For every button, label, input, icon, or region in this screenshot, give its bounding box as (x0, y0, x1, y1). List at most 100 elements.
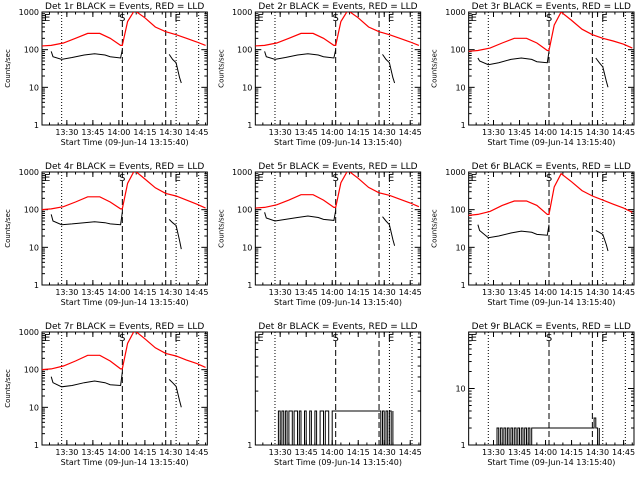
x-tick-label: 14:00 (534, 448, 557, 457)
y-axis-label: Counts/sec (4, 209, 12, 248)
x-tick-label: 14:45 (185, 288, 208, 297)
x-tick-label: 14:30 (586, 448, 609, 457)
y-tick-label: 100 (237, 46, 252, 55)
marker-label: E (388, 333, 394, 344)
y-tick-label: 1 (34, 441, 39, 450)
x-tick-label: 14:30 (373, 128, 396, 137)
marker-label: E (471, 333, 477, 344)
x-tick-label: 14:30 (373, 448, 396, 457)
marker-label: E (601, 13, 607, 24)
x-tick-label: 14:45 (612, 448, 635, 457)
y-tick-label: 100 (237, 206, 252, 215)
chart-title: Det 4r BLACK = Events, RED = LLD (45, 162, 204, 172)
x-tick-label: 14:15 (133, 288, 156, 297)
y-tick-label: 1000 (19, 8, 39, 17)
marker-label: S (333, 173, 339, 184)
plot-frame (468, 171, 635, 286)
x-tick-label: 14:30 (373, 288, 396, 297)
events-series-line (496, 417, 600, 445)
plot-frame (41, 331, 208, 446)
y-tick-label: 1 (461, 281, 466, 290)
x-axis-label: Start Time (09-Jun-14 13:15:40) (61, 458, 189, 467)
x-tick-label: 14:30 (159, 448, 182, 457)
marker-label: S (546, 333, 552, 344)
x-tick-label: 13:30 (482, 448, 505, 457)
x-tick-label: 14:45 (185, 128, 208, 137)
marker-label: E (388, 173, 394, 184)
marker-label: S (119, 333, 125, 344)
chart-title: Det 8r BLACK = Events, RED = LLD (258, 322, 417, 332)
panel-det-6: Det 6r BLACK = Events, RED = LLD 1 10 100 10… (431, 162, 635, 307)
marker-label: S (333, 13, 339, 24)
x-tick-label: 14:15 (133, 448, 156, 457)
y-tick-label: 1000 (19, 168, 39, 177)
x-tick-label: 14:00 (534, 288, 557, 297)
x-tick-label: 13:30 (482, 288, 505, 297)
x-tick-label: 14:15 (560, 288, 583, 297)
x-axis-label: Start Time (09-Jun-14 13:15:40) (274, 298, 402, 307)
marker-label: E (601, 333, 607, 344)
events-series-line (50, 49, 182, 84)
plot-frame (468, 11, 635, 126)
y-tick-label: 10 (29, 403, 39, 412)
marker-label: S (546, 173, 552, 184)
lld-series-line (468, 172, 633, 216)
x-tick-label: 13:45 (295, 288, 318, 297)
x-axis-label: Start Time (09-Jun-14 13:15:40) (274, 138, 402, 147)
y-axis-label: Counts/sec (4, 49, 12, 88)
plot-frame (254, 171, 422, 286)
x-axis-label: Start Time (09-Jun-14 13:15:40) (487, 298, 615, 307)
x-tick-label: 13:45 (508, 448, 531, 457)
x-tick-label: 14:00 (107, 288, 130, 297)
marker-label: E (601, 173, 607, 184)
marker-label: E (175, 333, 181, 344)
x-tick-label: 14:00 (321, 448, 344, 457)
x-tick-label: 13:30 (55, 448, 78, 457)
y-tick-label: 1000 (19, 328, 39, 337)
marker-label: E (257, 333, 263, 344)
x-tick-label: 14:30 (586, 288, 609, 297)
x-tick-label: 14:15 (133, 128, 156, 137)
plot-frame (254, 11, 422, 126)
y-axis-label: Counts/sec (217, 49, 225, 88)
marker-label: S (119, 13, 125, 24)
y-tick-label: 10 (242, 243, 252, 252)
panel-det-4: Det 4r BLACK = Events, RED = LLD 1 10 100 10… (4, 162, 208, 307)
x-tick-label: 13:45 (508, 128, 531, 137)
marker-label: E (175, 13, 181, 24)
x-tick-label: 14:00 (107, 128, 130, 137)
y-tick-label: 1 (461, 441, 466, 450)
marker-label: S (333, 333, 339, 344)
x-tick-label: 14:15 (347, 288, 370, 297)
x-axis-label: Start Time (09-Jun-14 13:15:40) (487, 138, 615, 147)
marker-label: S (546, 13, 552, 24)
y-tick-label: 10 (29, 83, 39, 92)
x-axis-label: Start Time (09-Jun-14 13:15:40) (487, 458, 615, 467)
marker-label: E (44, 13, 50, 24)
marker-label: E (175, 173, 181, 184)
x-tick-label: 13:45 (81, 448, 104, 457)
panel-det-7: Det 7r BLACK = Events, RED = LLD 1 10 100 10… (4, 322, 208, 467)
y-tick-label: 10 (29, 243, 39, 252)
y-tick-label: 10 (455, 385, 465, 394)
lld-series-line (468, 12, 633, 52)
lld-series-line (255, 172, 420, 209)
x-tick-label: 14:00 (321, 288, 344, 297)
y-tick-label: 1 (247, 281, 252, 290)
lld-series-line (42, 172, 206, 211)
y-tick-label: 1 (461, 121, 466, 130)
y-tick-label: 10 (455, 83, 465, 92)
lld-series-line (42, 332, 206, 371)
chart-title: Det 1r BLACK = Events, RED = LLD (45, 2, 204, 12)
chart-title: Det 3r BLACK = Events, RED = LLD (472, 2, 631, 12)
panel-det-3: Det 3r BLACK = Events, RED = LLD 1 10 100 10… (431, 2, 635, 147)
x-tick-label: 14:45 (399, 128, 422, 137)
chart-title: Det 2r BLACK = Events, RED = LLD (258, 2, 417, 12)
x-tick-label: 13:30 (269, 128, 292, 137)
events-series-line (477, 51, 609, 88)
plot-frame (41, 171, 208, 286)
x-tick-label: 14:30 (159, 288, 182, 297)
x-tick-label: 13:45 (295, 448, 318, 457)
x-tick-label: 14:45 (612, 128, 635, 137)
